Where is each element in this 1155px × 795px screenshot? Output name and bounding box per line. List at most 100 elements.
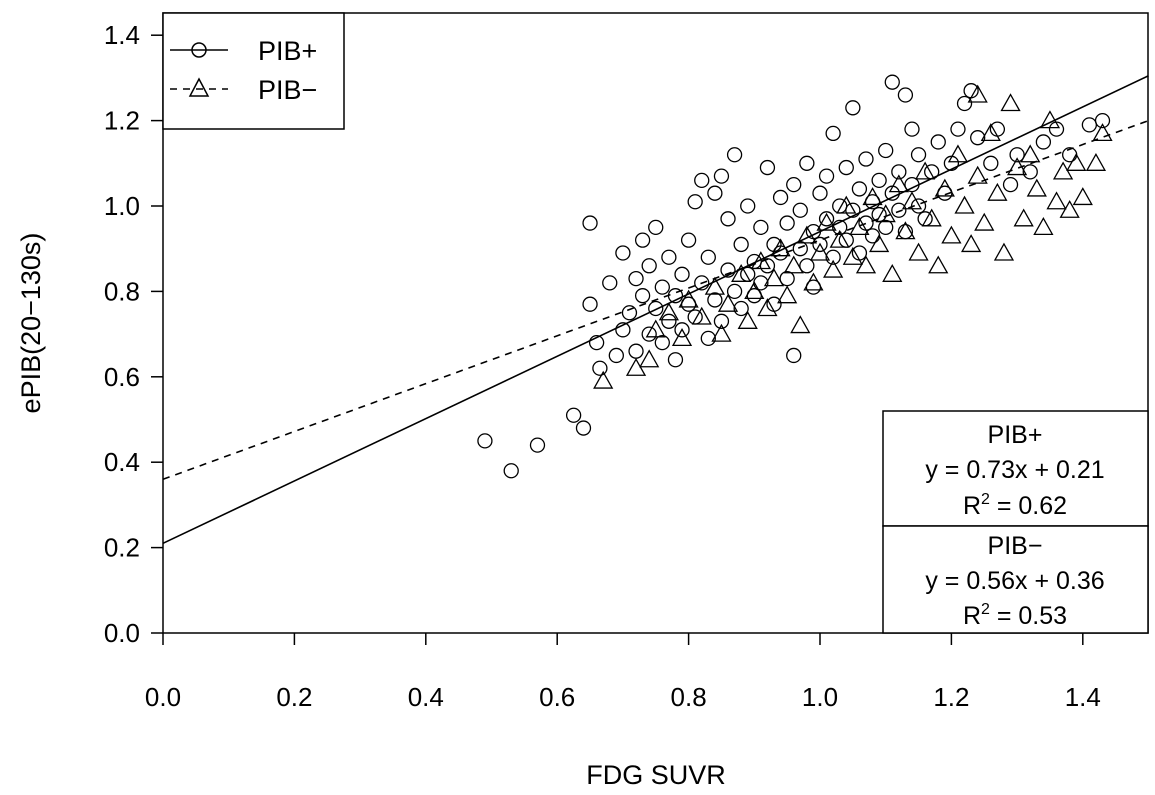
legend-label-pib-plus: PIB+ [258, 36, 317, 66]
point-pib-minus [678, 289, 699, 308]
point-pib-plus [621, 305, 638, 321]
point-pib-plus [680, 232, 697, 248]
point-pib-plus [1022, 164, 1038, 180]
legend: PIB+ PIB− [162, 12, 345, 130]
point-pib-minus [757, 298, 778, 317]
r2-exponent: 2 [981, 601, 990, 618]
point-pib-plus [529, 437, 546, 453]
point-pib-plus [733, 236, 749, 253]
point-pib-plus [687, 194, 703, 210]
point-pib-minus [882, 263, 903, 282]
point-pib-plus [707, 185, 723, 201]
point-pib-plus [582, 215, 598, 231]
point-pib-plus [766, 296, 782, 312]
point-pib-plus [812, 236, 828, 253]
fit-lines [162, 75, 1149, 545]
point-pib-minus [895, 221, 916, 240]
point-pib-minus [855, 255, 877, 274]
point-pib-plus [503, 463, 519, 479]
point-pib-plus [845, 100, 861, 116]
point-pib-plus [858, 151, 874, 167]
point-pib-plus [1094, 112, 1111, 129]
point-pib-plus [700, 249, 716, 265]
point-pib-plus [628, 270, 644, 287]
point-pib-minus [770, 238, 791, 257]
point-pib-plus [983, 155, 999, 171]
point-pib-plus [989, 121, 1006, 137]
point-pib-plus [648, 219, 664, 236]
annotation-r2-pib-plus: R2 = 0.62 [963, 491, 1067, 520]
point-pib-minus [921, 208, 942, 227]
point-pib-plus [970, 130, 986, 146]
point-pib-plus [726, 147, 743, 163]
point-pib-minus [823, 259, 844, 278]
point-pib-minus [816, 212, 837, 231]
point-pib-plus [720, 262, 736, 278]
point-pib-minus [717, 293, 739, 312]
y-tick-label: 1.2 [104, 106, 140, 136]
x-axis-label: FDG SUVR [586, 760, 726, 790]
point-pib-plus [674, 322, 690, 338]
point-pib-plus [661, 249, 677, 265]
point-pib-minus [790, 315, 811, 334]
point-pib-plus [772, 189, 789, 206]
point-pib-minus [954, 195, 975, 214]
point-pib-minus [1006, 157, 1028, 176]
point-pib-minus [928, 255, 949, 274]
point-pib-plus [1035, 134, 1052, 150]
point-pib-minus [783, 255, 804, 274]
point-pib-plus [786, 347, 802, 364]
point-pib-plus [733, 300, 749, 317]
r2-value: = 0.53 [990, 602, 1067, 630]
point-pib-plus [740, 198, 756, 214]
point-pib-minus [704, 276, 725, 295]
point-pib-plus [667, 288, 684, 304]
y-tick-label: 0.8 [104, 276, 140, 306]
point-pib-plus [956, 95, 973, 112]
point-pib-plus [818, 168, 835, 184]
point-pib-minus [1013, 208, 1034, 227]
point-pib-minus [836, 195, 857, 214]
point-pib-minus [1066, 152, 1087, 171]
point-pib-minus [593, 370, 614, 389]
annotation-equation-pib-minus: y = 0.56x + 0.36 [925, 567, 1104, 595]
point-pib-plus [707, 292, 723, 308]
point-pib-plus [891, 164, 907, 180]
point-pib-plus [753, 275, 769, 291]
point-pib-plus [910, 147, 927, 163]
point-pib-plus [674, 266, 690, 282]
point-pib-plus [878, 219, 894, 236]
point-pib-minus [691, 306, 712, 325]
point-pib-minus [1059, 199, 1080, 218]
point-pib-plus [654, 279, 670, 295]
point-pib-minus [974, 212, 995, 231]
point-pib-plus [825, 249, 841, 265]
point-pib-plus [628, 343, 644, 359]
point-pib-plus [963, 83, 979, 99]
point-pib-plus [897, 87, 914, 103]
point-pib-minus [888, 174, 909, 193]
annotation-equation-pib-plus: y = 0.73x + 0.21 [925, 456, 1104, 484]
r2-symbol: R [963, 602, 981, 630]
point-pib-minus [744, 281, 765, 300]
point-pib-plus [950, 121, 966, 137]
y-axis-label: ePIB(20−130s) [16, 233, 46, 414]
point-pib-plus [864, 228, 881, 244]
point-pib-plus [700, 330, 716, 347]
point-pib-minus [711, 323, 732, 342]
point-pib-minus [1020, 144, 1041, 163]
point-pib-minus [967, 165, 988, 184]
point-pib-minus [915, 161, 936, 180]
point-pib-minus [849, 217, 870, 235]
point-pib-plus [871, 172, 887, 189]
point-pib-plus [753, 219, 769, 236]
point-pib-plus [477, 433, 493, 449]
point-pib-plus [713, 313, 730, 329]
point-pib-minus [947, 144, 969, 163]
point-pib-minus [875, 204, 896, 223]
fit-annotations: PIB+ y = 0.73x + 0.21 R2 = 0.62 PIB− y =… [882, 410, 1149, 634]
point-pib-minus [763, 268, 785, 287]
point-pib-plus [588, 334, 605, 351]
legend-box [162, 12, 345, 130]
